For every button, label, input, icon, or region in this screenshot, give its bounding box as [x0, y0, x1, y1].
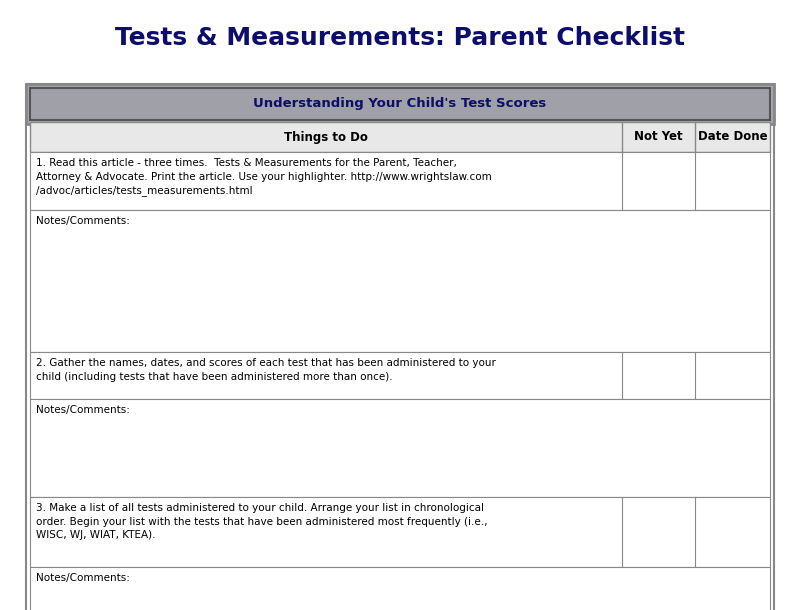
Bar: [30, 567, 770, 610]
Text: Notes/Comments:: Notes/Comments:: [36, 405, 130, 415]
Bar: [30, 497, 770, 567]
Bar: [30, 399, 770, 497]
Bar: [30, 352, 770, 399]
Text: 1. Read this article - three times.  Tests & Measurements for the Parent, Teache: 1. Read this article - three times. Test…: [36, 158, 492, 196]
Bar: [30, 122, 770, 152]
Text: Date Done: Date Done: [698, 131, 767, 143]
Bar: [30, 152, 770, 210]
Text: Notes/Comments:: Notes/Comments:: [36, 216, 130, 226]
Bar: [26, 84, 774, 124]
Text: Things to Do: Things to Do: [284, 131, 368, 143]
Text: 2. Gather the names, dates, and scores of each test that has been administered t: 2. Gather the names, dates, and scores o…: [36, 358, 496, 382]
Text: Understanding Your Child's Test Scores: Understanding Your Child's Test Scores: [254, 98, 546, 110]
Text: Notes/Comments:: Notes/Comments:: [36, 573, 130, 583]
Bar: [30, 88, 770, 120]
Text: Tests & Measurements: Parent Checklist: Tests & Measurements: Parent Checklist: [115, 26, 685, 50]
Bar: [30, 210, 770, 352]
Text: Not Yet: Not Yet: [634, 131, 683, 143]
Text: 3. Make a list of all tests administered to your child. Arrange your list in chr: 3. Make a list of all tests administered…: [36, 503, 487, 540]
